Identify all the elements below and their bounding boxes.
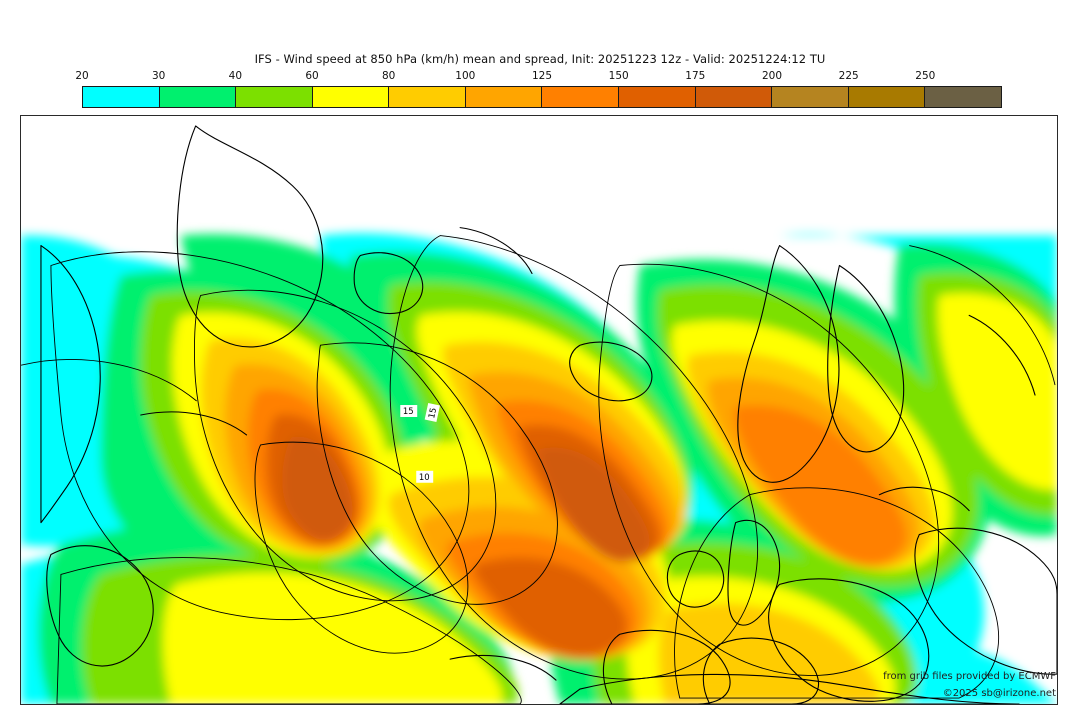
contour-label-10: 10 <box>419 472 430 482</box>
colorbar-band-225-250 <box>848 87 926 107</box>
colorbar-band-175-200 <box>695 87 773 107</box>
colorbar-tick-100: 100 <box>455 70 476 82</box>
colorbar-band-40-60 <box>236 87 313 107</box>
colorbar-tick-250: 250 <box>915 70 936 82</box>
spread-contour-layer <box>21 235 1056 704</box>
page-title: IFS - Wind speed at 850 hPa (km/h) mean … <box>254 52 826 66</box>
colorbar: 20 30 40 60 80 100 125 150 175 200 225 250 <box>75 70 1002 112</box>
filled-contour-layer: 15 15 10 <box>21 116 1057 704</box>
colorbar-band-100-125 <box>465 87 543 107</box>
colorbar-tick-20: 20 <box>75 70 89 82</box>
colorbar-tick-175: 175 <box>685 70 706 82</box>
colorbar-tick-125: 125 <box>531 70 553 82</box>
colorbar-band-20-30 <box>83 87 160 107</box>
map-frame[interactable]: 15 15 10 <box>20 115 1058 705</box>
colorbar-bands <box>82 86 1002 108</box>
colorbar-tick-225: 225 <box>838 70 859 82</box>
colorbar-tick-80: 80 <box>381 70 396 82</box>
colorbar-tick-30: 30 <box>151 70 166 82</box>
colorbar-tick-150: 150 <box>608 70 629 82</box>
wind-speed-bands <box>21 233 1057 704</box>
colorbar-tick-60: 60 <box>305 70 319 82</box>
colorbar-band-80-100 <box>389 87 466 107</box>
colorbar-tick-labels: 20 30 40 60 80 100 125 150 175 200 225 250 <box>75 70 1002 84</box>
colorbar-tick-200: 200 <box>761 70 783 82</box>
copyright-credit: ©2025 sb@irizone.net <box>942 688 1056 699</box>
colorbar-band-125-150 <box>542 87 620 107</box>
coastline-layer <box>40 125 1057 704</box>
colorbar-band-60-80 <box>312 87 390 107</box>
colorbar-band-30-40 <box>159 87 237 107</box>
colorbar-band-150-175 <box>619 87 696 107</box>
contour-label-15a: 15 <box>403 406 414 416</box>
contour-labels: 15 15 10 <box>400 402 440 483</box>
contour-label-15b: 15 <box>426 407 438 420</box>
colorbar-band-200-225 <box>772 87 849 107</box>
colorbar-band->250 <box>925 87 1001 107</box>
colorbar-tick-40: 40 <box>228 70 243 82</box>
map-canvas: 15 15 10 <box>21 116 1057 704</box>
source-credit: from grib files provided by ECMWF <box>883 671 1056 682</box>
